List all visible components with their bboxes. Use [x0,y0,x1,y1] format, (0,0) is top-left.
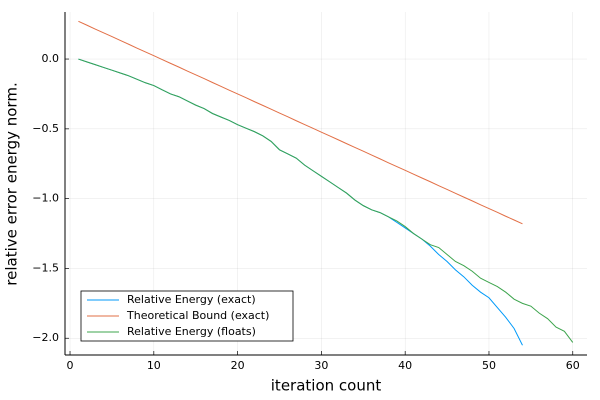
y-tick-label: 0.0 [42,52,60,65]
series-line [78,20,523,225]
x-axis-title: iteration count [271,377,382,395]
x-tick-label: 0 [67,359,74,372]
y-tick-label: −0.5 [32,122,59,135]
legend-label: Relative Energy (floats) [127,325,256,338]
y-axis-title: relative error energy norm. [3,82,21,285]
x-tick-label: 20 [231,359,245,372]
x-tick-label: 10 [147,359,161,372]
x-tick-label: 60 [566,359,580,372]
y-tick-label: −1.5 [32,261,59,274]
y-tick-label: −1.0 [32,192,59,205]
y-tick-label: −2.0 [32,331,59,344]
legend-label: Relative Energy (exact) [127,293,256,306]
x-tick-label: 50 [482,359,496,372]
x-tick-label: 30 [314,359,328,372]
x-tick-label: 40 [398,359,412,372]
series-line [78,58,574,343]
legend-label: Theoretical Bound (exact) [126,309,269,322]
